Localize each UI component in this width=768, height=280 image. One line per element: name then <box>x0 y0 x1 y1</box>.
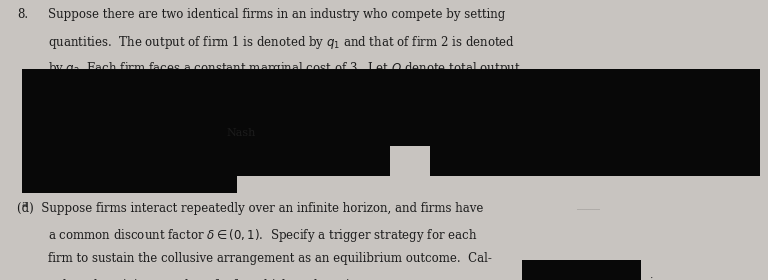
Bar <box>538 69 760 115</box>
Text: Nash: Nash <box>227 128 256 138</box>
Bar <box>430 144 760 176</box>
Bar <box>22 174 237 193</box>
Text: a: a <box>22 200 27 209</box>
Text: 8.: 8. <box>17 8 28 21</box>
Text: ain: ain <box>644 277 662 280</box>
Bar <box>22 112 760 146</box>
Bar <box>22 144 390 176</box>
Text: culate the minimum value of $\delta$ for which such a trigger strategy c: culate the minimum value of $\delta$ for… <box>48 277 441 280</box>
Text: Suppose there are two identical firms in an industry who compete by setting: Suppose there are two identical firms in… <box>48 8 505 21</box>
Bar <box>522 260 641 280</box>
Bar <box>22 69 559 84</box>
Text: a common discount factor $\delta \in (0,1)$.  Specify a trigger strategy for eac: a common discount factor $\delta \in (0,… <box>48 227 477 244</box>
Text: (d)  Suppose firms interact repeatedly over an infinite horizon, and firms have: (d) Suppose firms interact repeatedly ov… <box>17 202 483 214</box>
Text: quantities.  The output of firm 1 is denoted by $q_1$ and that of firm 2 is deno: quantities. The output of firm 1 is deno… <box>48 34 515 51</box>
Text: ............: ............ <box>576 206 600 211</box>
Text: firm to sustain the collusive arrangement as an equilibrium outcome.  Cal-: firm to sustain the collusive arrangemen… <box>48 252 492 265</box>
Text: i.e. $Q = q_1 + q_2$. The inverse demand curve in the market is given by: i.e. $Q = q_1 + q_2$. The inverse demand… <box>48 86 453 103</box>
Text: by $q_2$. Each firm faces a constant marginal cost of 3.  Let $Q$ denote total o: by $q_2$. Each firm faces a constant mar… <box>48 60 523 77</box>
Text: $P = 15 - Q$: $P = 15 - Q$ <box>349 114 419 128</box>
Bar <box>22 69 175 179</box>
Bar <box>22 80 760 115</box>
